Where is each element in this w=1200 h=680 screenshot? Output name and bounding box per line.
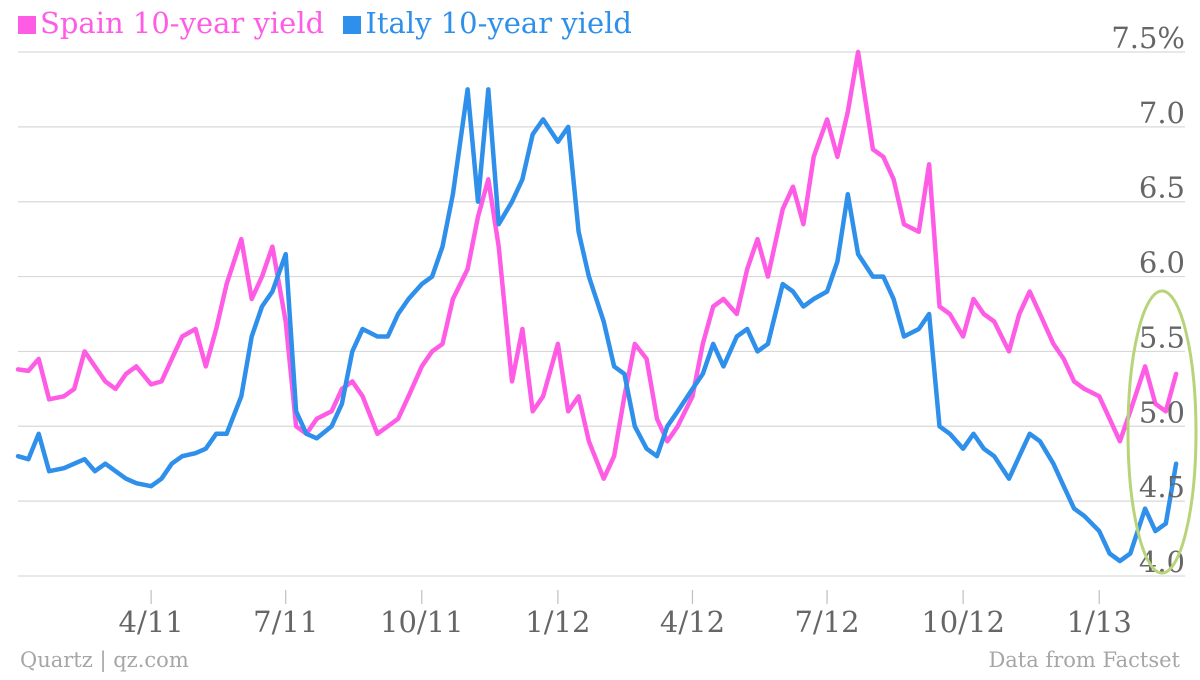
legend-swatch-italy (343, 16, 362, 34)
x-tick-label-5: 7/12 (794, 605, 859, 639)
x-tick-label-0: 4/11 (119, 605, 184, 639)
legend-item-italy: Italy 10-year yield (343, 6, 632, 40)
x-tick-label-1: 7/11 (253, 605, 318, 639)
legend-label-italy: Italy 10-year yield (365, 6, 632, 40)
legend-item-spain: Spain 10-year yield (18, 6, 324, 40)
highlight-ellipse (1126, 289, 1198, 575)
axis-labels: 7.5%7.06.56.05.55.04.54.04/11 7/11 10/11 1/… (119, 21, 1185, 639)
annotations (1126, 289, 1198, 575)
y-tick-label-1: 7.0 (1139, 96, 1185, 130)
legend: Spain 10-year yield Italy 10-year yield (18, 6, 642, 40)
x-tick-label-4: 4/12 (660, 605, 725, 639)
legend-label-spain: Spain 10-year yield (40, 6, 325, 40)
x-tick-label-6: 10/12 (921, 605, 1005, 639)
grid-lines (18, 51, 1185, 577)
footer-source-left: Quartz | qz.com (20, 648, 189, 672)
y-tick-label-2: 6.5 (1139, 171, 1185, 205)
series-lines (15, 49, 1179, 564)
footer-source-right: Data from Factset (988, 648, 1180, 672)
y-tick-label-5: 5.0 (1139, 395, 1185, 429)
series-line-italy (15, 87, 1179, 564)
y-tick-label-6: 4.5 (1139, 470, 1185, 504)
y-tick-label-3: 6.0 (1139, 246, 1185, 280)
y-tick-label-4: 5.5 (1139, 320, 1185, 354)
y-tick-label-0: 7.5% (1111, 21, 1185, 55)
legend-swatch-spain (18, 16, 36, 34)
series-line-spain (15, 49, 1179, 481)
x-tick-label-3: 1/12 (525, 605, 590, 639)
x-tick-label-7: 1/13 (1067, 605, 1132, 639)
x-tick-label-2: 10/11 (380, 605, 464, 639)
